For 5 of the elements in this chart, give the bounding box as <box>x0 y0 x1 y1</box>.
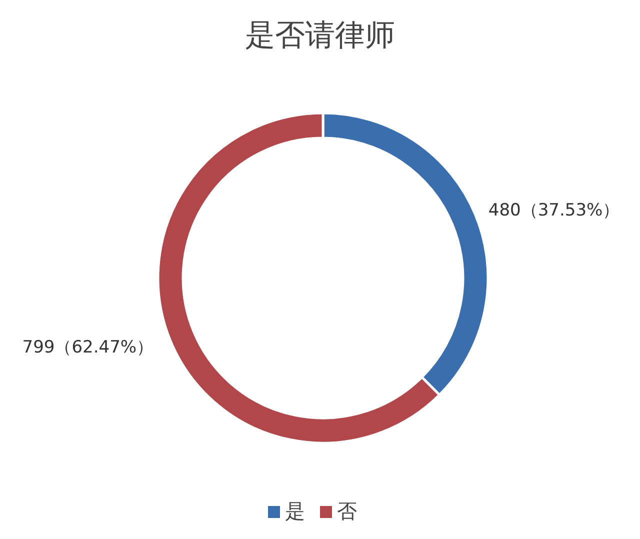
legend-label: 否 <box>337 499 357 523</box>
data-label: 480（37.53%） <box>488 200 620 221</box>
data-label: 799（62.47%） <box>22 337 154 358</box>
chart-title: 是否请律师 <box>245 18 395 53</box>
legend-label: 是 <box>285 499 305 523</box>
